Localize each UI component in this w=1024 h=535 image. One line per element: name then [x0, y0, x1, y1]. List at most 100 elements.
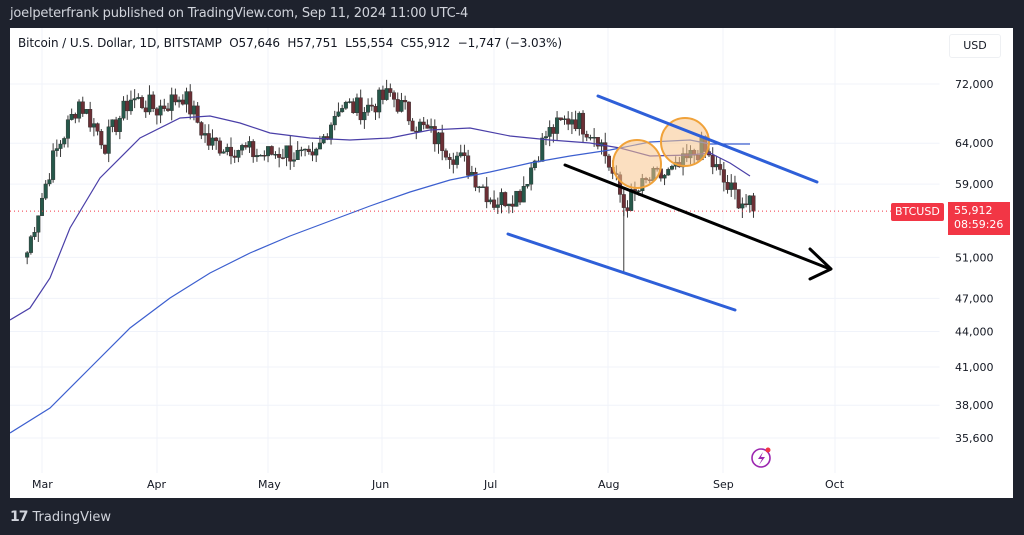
candle-down: [736, 189, 741, 209]
candle-down: [451, 159, 456, 165]
candle-up: [110, 119, 115, 128]
candle-up: [47, 179, 52, 185]
candle-up: [25, 252, 30, 258]
x-tick-label: Jun: [371, 478, 389, 491]
candle-down: [725, 182, 730, 190]
flash-icon[interactable]: [751, 447, 771, 468]
candle-up: [291, 159, 296, 162]
candle-up: [43, 183, 48, 199]
y-tick-label: 44,000: [955, 326, 994, 339]
candle-down: [406, 101, 411, 122]
candle-up: [417, 121, 422, 133]
candle-down: [269, 146, 274, 155]
candle-down: [518, 190, 523, 203]
candle-up: [303, 148, 308, 151]
legend-symbol: Bitcoin / U.S. Dollar, 1D, BITSTAMP: [18, 36, 222, 50]
last-price-tag: 55,912 08:59:26: [948, 202, 1010, 235]
candle-down: [214, 137, 219, 142]
candle-up: [221, 151, 226, 154]
candle-up: [54, 148, 59, 151]
candle-up: [540, 137, 545, 162]
y-tick-label: 51,000: [955, 251, 994, 264]
candle-down: [102, 144, 107, 154]
legend-open: O57,646: [229, 36, 280, 50]
candle-up: [555, 117, 560, 134]
candle-up: [480, 186, 485, 188]
candle-up: [184, 91, 189, 105]
candle-up: [577, 112, 582, 130]
candle-up: [258, 155, 263, 157]
last-price: 55,912: [954, 204, 993, 217]
y-tick-label: 72,000: [955, 78, 994, 91]
chart-panel[interactable]: 72,000 64,000 59,000 51,000 47,000 44,000 41,0…: [10, 28, 1013, 498]
candle-up: [662, 174, 667, 179]
y-tick-label: 64,000: [955, 137, 994, 150]
candle-up: [136, 97, 141, 99]
candle-up: [65, 119, 70, 139]
candle-down: [228, 146, 233, 157]
candle-up: [669, 166, 674, 170]
candle-up: [458, 152, 463, 157]
candle-down: [206, 133, 211, 146]
channel-lower-line: [506, 232, 737, 312]
candle-up: [588, 137, 593, 139]
tradingview-logo-icon: 17: [10, 509, 29, 525]
candle-up: [455, 155, 460, 165]
candle-up: [36, 215, 41, 233]
candle-down: [510, 203, 515, 207]
candle-up: [514, 190, 519, 207]
candle-down: [154, 108, 159, 116]
candle-up: [495, 204, 500, 208]
candle-up: [158, 105, 163, 116]
candle-up: [340, 108, 345, 113]
candle-up: [354, 97, 359, 114]
candle-up: [32, 232, 37, 237]
candle-up: [321, 136, 326, 144]
candle-down: [473, 171, 478, 188]
candle-up: [169, 94, 174, 111]
candle-down: [566, 118, 571, 125]
candle-down: [462, 152, 467, 156]
candle-down: [721, 169, 726, 183]
candle-down: [88, 109, 93, 128]
candle-down: [373, 105, 378, 113]
candle-down: [288, 145, 293, 162]
candle-up: [377, 89, 382, 113]
candle-up: [84, 109, 89, 114]
candle-down: [718, 164, 723, 170]
candle-down: [606, 155, 611, 168]
candle-down: [243, 145, 248, 148]
legend-change: −1,747 (−3.03%): [457, 36, 562, 50]
candle-down: [199, 122, 204, 136]
candle-up: [203, 133, 208, 136]
candle-up: [636, 190, 641, 193]
candle-up: [51, 150, 56, 180]
currency-button[interactable]: USD: [949, 34, 1001, 58]
candle-down: [466, 155, 471, 176]
x-tick-label: Apr: [147, 478, 167, 491]
x-tick-label: Oct: [825, 478, 845, 491]
candle-up: [147, 94, 152, 113]
candle-up: [121, 100, 126, 119]
candle-up: [58, 143, 63, 149]
candle-down: [80, 101, 85, 114]
brand-name: TradingView: [32, 509, 112, 525]
candle-up: [132, 98, 137, 101]
publish-line: joelpeterfrank published on TradingView.…: [10, 6, 469, 21]
candle-up: [295, 150, 300, 161]
candle-down: [351, 101, 356, 114]
candle-up: [273, 153, 278, 156]
candle-up: [177, 99, 182, 103]
candle-down: [73, 114, 78, 119]
candle-up: [399, 100, 404, 112]
footer-branding: 17 TradingView: [10, 509, 111, 525]
candle-down: [603, 142, 608, 157]
candle-down: [558, 117, 563, 120]
price-chart[interactable]: 72,000 64,000 59,000 51,000 47,000 44,000 41,0…: [10, 28, 1013, 498]
candle-down: [584, 133, 589, 138]
candle-down: [380, 89, 385, 100]
candle-down: [173, 94, 178, 103]
candle-up: [117, 117, 122, 132]
candle-down: [280, 157, 285, 159]
x-tick-label: Aug: [598, 478, 619, 491]
